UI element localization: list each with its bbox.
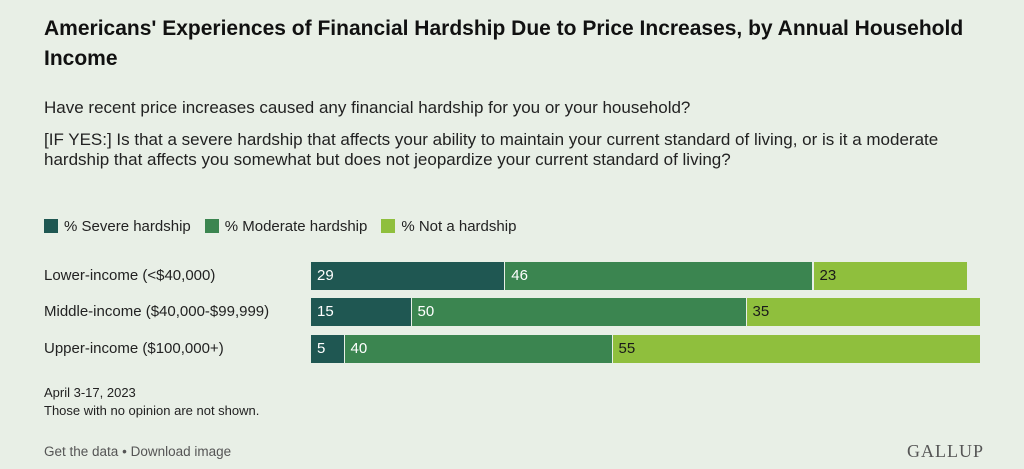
bar-value-label: 46 (511, 267, 528, 284)
category-label: Lower-income (<$40,000) (44, 267, 216, 284)
legend-swatch (381, 219, 396, 233)
bar-value-label: 40 (350, 340, 368, 357)
bar-segment: 55 (612, 335, 981, 363)
bar-value-label: 29 (317, 267, 334, 284)
legend-item-1: % Severe hardship (44, 218, 191, 235)
bar-segment: 29 (311, 262, 506, 290)
legend-label: % Not a hardship (401, 217, 517, 235)
legend-item-2: % Moderate hardship (204, 217, 368, 235)
bar-segment: 5 (311, 335, 345, 363)
legend-label: % Moderate hardship (224, 217, 368, 235)
gallup-logo: GALLUP (907, 441, 984, 461)
bar-segment: 15 (311, 298, 412, 326)
footer-links: Get the data • Download image (44, 444, 231, 459)
bar-segment: 35 (746, 298, 981, 326)
bar-segment: 40 (344, 335, 613, 363)
question-text: Have recent price increases caused any f… (44, 98, 691, 117)
category-label: Upper-income ($100,000+) (44, 340, 224, 357)
bar-value-label: 5 (317, 340, 326, 357)
bar-value-label: 23 (819, 267, 837, 284)
no-opinion-note: Those with no opinion are not shown. (44, 403, 260, 418)
legend-swatch (44, 219, 58, 233)
bar-value-label: 35 (752, 303, 770, 320)
chart-legend: % Severe hardship % Moderate hardship % No… (44, 215, 530, 237)
question-followup-text: [IF YES:] Is that a severe hardship that… (44, 130, 939, 169)
footer-separator: • (122, 444, 127, 459)
bar-value-label: 55 (618, 340, 636, 357)
legend-label: % Severe hardship (64, 217, 191, 235)
download-image-link[interactable]: Download image (130, 444, 232, 459)
chart-title: Americans' Experiences of Financial Hard… (44, 17, 964, 70)
get-the-data-link[interactable]: Get the data (44, 444, 119, 459)
bar-segment: 23 (813, 262, 968, 290)
bar-value-label: 15 (317, 303, 334, 320)
legend-swatch (204, 219, 219, 233)
bar-segment: 50 (411, 298, 747, 326)
bar-value-label: 50 (417, 303, 435, 320)
bar-segment: 46 (505, 262, 814, 290)
legend-item-3: % Not a hardship (381, 218, 516, 235)
category-label: Middle-income ($40,000-$99,999) (44, 303, 270, 320)
survey-date: April 3-17, 2023 (44, 385, 136, 400)
